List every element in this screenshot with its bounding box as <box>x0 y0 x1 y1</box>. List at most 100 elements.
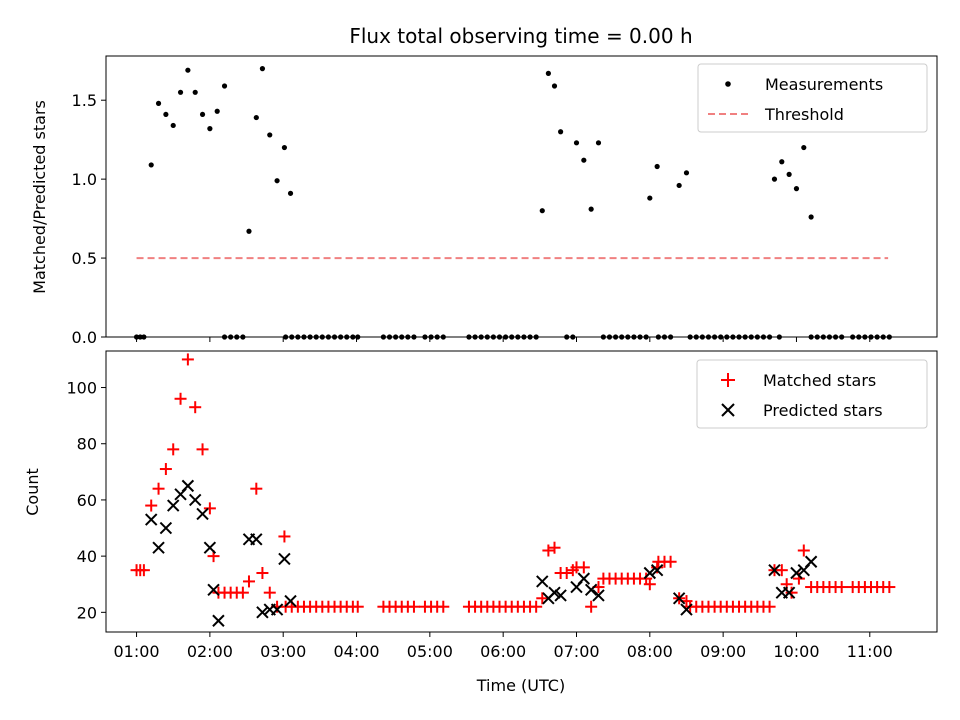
matched-star-point <box>256 566 269 579</box>
predicted-star-point <box>270 603 284 616</box>
xtick-label: 05:00 <box>407 642 453 661</box>
predicted-star-point <box>768 563 781 577</box>
xtick-label: 01:00 <box>113 642 159 661</box>
xtick-label: 10:00 <box>773 642 819 661</box>
top-ytick-label: 0.5 <box>72 249 97 268</box>
bottom-y-axis-label: Count <box>23 468 42 516</box>
predicted-star-point <box>592 589 605 602</box>
top-legend: Measurements Threshold <box>697 63 928 133</box>
measurement-point <box>573 140 580 146</box>
predicted-star-point <box>284 594 297 608</box>
top-y-ticks: 0.0 0.5 1.0 1.5 <box>72 91 106 347</box>
matched-star-point <box>250 482 263 495</box>
matched-star-point <box>883 581 896 594</box>
matched-star-point <box>137 564 150 577</box>
predicted-star-point <box>672 592 686 605</box>
measurement-point <box>793 186 800 192</box>
bottom-panel: 20 40 60 80 100 01:00 02:00 03:00 04:00 05:00 06:… <box>23 350 938 695</box>
predicted-star-point <box>189 493 202 507</box>
matched-star-point <box>577 561 590 574</box>
bottom-ytick-label: 100 <box>66 379 97 398</box>
measurement-point <box>595 140 602 146</box>
matched-star-point <box>181 353 194 366</box>
measurement-point <box>801 144 807 151</box>
bottom-ytick-label: 60 <box>77 491 97 510</box>
measurement-point <box>274 178 280 184</box>
bottom-ytick-label: 40 <box>77 547 97 566</box>
matched-star-point <box>536 592 549 605</box>
predicted-star-point <box>790 566 803 580</box>
measurement-point <box>683 170 690 176</box>
measurement-point <box>539 208 545 214</box>
top-panel: 0.0 0.5 1.0 1.5 Matched/Predicted stars Mea… <box>30 55 938 347</box>
measurement-point <box>155 100 162 106</box>
legend-threshold-label: Threshold <box>764 105 844 124</box>
matched-star-point <box>167 443 180 456</box>
measurement-point <box>148 162 154 168</box>
measurement-point <box>779 159 785 165</box>
matched-star-point <box>585 600 598 613</box>
matched-star-point <box>643 578 656 591</box>
predicted-star-point <box>207 583 220 597</box>
matched-star-point <box>351 600 364 613</box>
top-y-axis-label: Matched/Predicted stars <box>30 100 49 294</box>
top-ytick-label: 0.0 <box>72 328 97 347</box>
measurement-point <box>808 214 814 220</box>
legend-matched-label: Matched stars <box>763 371 876 390</box>
predicted-star-point <box>256 606 269 619</box>
predicted-star-point <box>643 566 657 580</box>
measurement-point <box>581 157 587 163</box>
measurement-point <box>177 89 184 95</box>
matched-star-point <box>530 600 543 613</box>
predicted-star-point <box>804 555 818 568</box>
xtick-label: 07:00 <box>553 642 599 661</box>
measurement-point <box>221 83 228 89</box>
measurement-point <box>551 83 558 89</box>
predicted-star-point <box>278 552 291 566</box>
measurement-point <box>259 66 266 72</box>
measurement-point <box>214 108 220 114</box>
measurement-point <box>267 132 273 138</box>
predicted-star-point <box>536 575 549 588</box>
matched-star-point <box>242 575 255 588</box>
matched-star-point <box>203 502 216 515</box>
matched-star-point <box>263 586 276 599</box>
predicted-star-point <box>181 479 195 493</box>
xtick-label: 06:00 <box>480 642 526 661</box>
bottom-ytick-label: 80 <box>77 435 97 454</box>
legend-predicted-label: Predicted stars <box>763 401 883 420</box>
top-legend-box <box>697 63 928 133</box>
predicted-star-point <box>203 541 217 554</box>
measurement-point <box>647 195 653 201</box>
figure-title: Flux total observing time = 0.00 h <box>349 24 692 48</box>
matched-star-point <box>159 463 172 476</box>
xtick-label: 03:00 <box>260 642 306 661</box>
top-axes-frame <box>105 55 938 338</box>
measurement-point <box>192 89 198 95</box>
predicted-star-point <box>167 499 180 512</box>
predicted-star-point <box>159 521 173 535</box>
measurement-point <box>207 126 213 132</box>
legend-measurements-marker <box>725 81 731 87</box>
predicted-star-point <box>577 572 591 585</box>
predicted-star-point <box>145 513 158 526</box>
matched-star-point <box>560 566 573 579</box>
predicted-star-point <box>680 603 693 616</box>
legend-matched-marker <box>721 373 735 387</box>
xtick-label: 02:00 <box>187 642 233 661</box>
bottom-legend: Matched stars Predicted stars <box>696 359 928 429</box>
measurement-point <box>170 122 176 129</box>
matched-star-point <box>835 581 848 594</box>
measurement-point <box>185 67 191 73</box>
measurement-point <box>771 176 778 182</box>
measurement-point <box>281 144 288 151</box>
matched-star-point <box>407 600 420 613</box>
legend-measurements-label: Measurements <box>765 75 883 94</box>
measurement-point <box>163 111 169 118</box>
measurement-point <box>676 182 682 189</box>
measurement-point <box>654 163 660 170</box>
predicted-star-point <box>250 533 263 546</box>
measurement-point <box>786 171 792 177</box>
matched-star-point <box>664 555 677 568</box>
